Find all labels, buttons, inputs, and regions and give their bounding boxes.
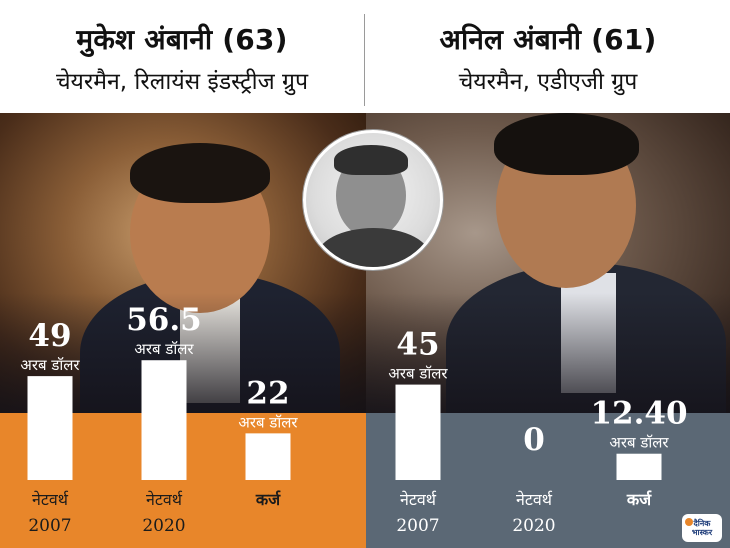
- right-header: अनिल अंबानी (61) चेयरमैन, एडीएजी ग्रुप: [366, 0, 730, 113]
- left-header: मुकेश अंबानी (63) चेयरमैन, रिलायंस इंडस्…: [0, 0, 364, 113]
- category-label: कर्ज: [626, 490, 652, 509]
- publisher-logo: दैनिक भास्कर: [682, 514, 722, 542]
- bar-value-label: 12.40: [590, 396, 687, 432]
- bar: [27, 376, 73, 480]
- logo-line2: भास्कर: [691, 528, 713, 537]
- bar: [245, 433, 291, 480]
- logo-line1: दैनिक: [693, 519, 711, 528]
- bar-unit-label: अरब डॉलर: [20, 356, 80, 374]
- logo-dot: [685, 518, 693, 526]
- right-person-role: चेयरमैन, एडीएजी ग्रुप: [458, 69, 638, 95]
- left-person-photo: [0, 113, 366, 413]
- bar: [616, 453, 662, 480]
- category-label: 2007: [28, 516, 71, 536]
- bar-unit-label: अरब डॉलर: [388, 365, 448, 383]
- category-label: 2020: [142, 516, 185, 536]
- bar-value-label: 56.5: [126, 302, 202, 338]
- bar: [141, 360, 187, 480]
- bar-value-label: 49: [28, 318, 71, 354]
- category-label: नेटवर्थ: [146, 490, 183, 509]
- bar-value-label: 22: [246, 375, 289, 411]
- category-label: कर्ज: [255, 490, 281, 509]
- bar-unit-label: अरब डॉलर: [609, 434, 669, 452]
- left-person-role: चेयरमैन, रिलायंस इंडस्ट्रीज ग्रुप: [55, 69, 309, 95]
- bar-unit-label: अरब डॉलर: [238, 413, 298, 431]
- header-divider: [364, 14, 365, 106]
- bar-value-label: 0: [523, 422, 545, 458]
- category-label: नेटवर्थ: [516, 490, 553, 509]
- bar-unit-label: अरब डॉलर: [134, 340, 194, 358]
- center-portrait: [303, 130, 443, 270]
- category-label: 2020: [512, 516, 555, 536]
- category-label: नेटवर्थ: [400, 490, 437, 509]
- bar: [395, 384, 441, 480]
- bar-value-label: 45: [396, 327, 439, 363]
- left-person-name: मुकेश अंबानी (63): [76, 23, 288, 56]
- right-person-name: अनिल अंबानी (61): [439, 23, 657, 56]
- category-label: 2007: [396, 516, 439, 536]
- category-label: नेटवर्थ: [32, 490, 69, 509]
